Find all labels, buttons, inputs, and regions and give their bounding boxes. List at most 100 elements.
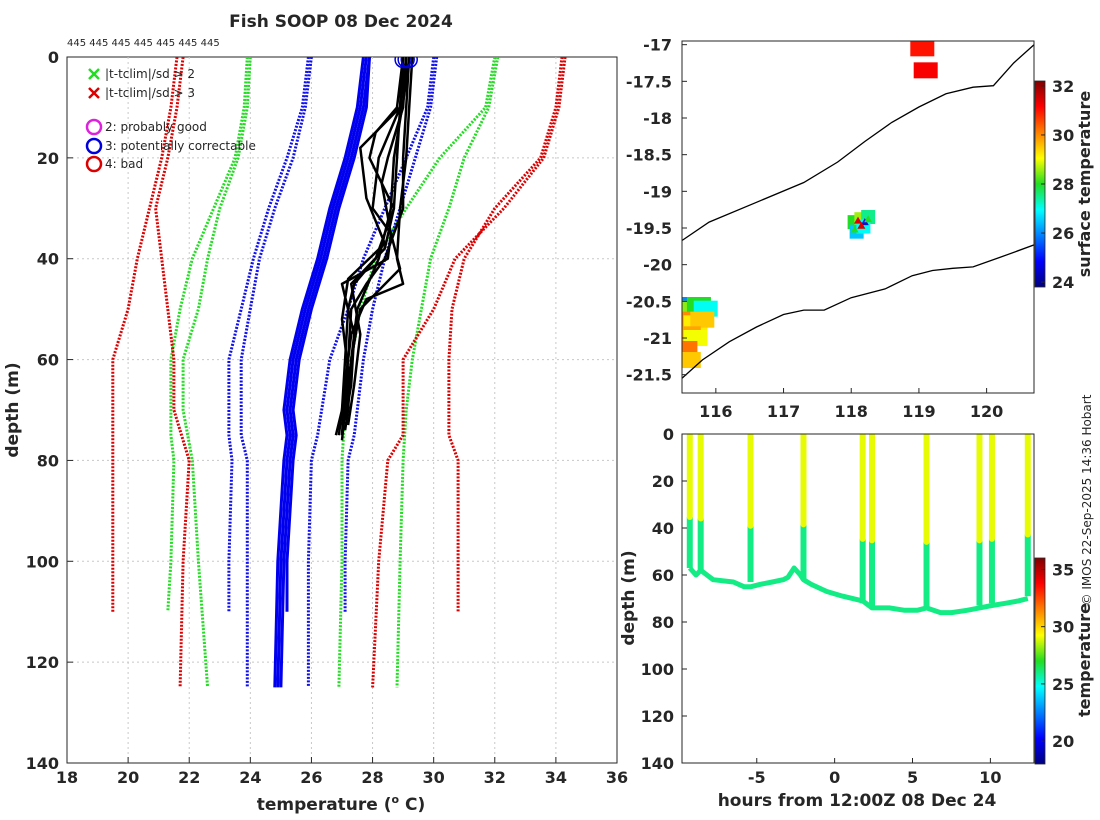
copyright-label: © IMOS 22-Sep-2025 14:36 Hobart — [1080, 394, 1094, 605]
profile-xtick-label: 22 — [178, 768, 200, 787]
legend-x-marker — [88, 68, 100, 80]
timeseries-ylabel: depth (m) — [619, 550, 639, 645]
legend-label: |t-tclim|/sd > 2 — [105, 67, 195, 81]
profile-ytick-label: 20 — [37, 149, 59, 168]
clim-mean-line — [239, 57, 313, 688]
map-xtick-label: 118 — [835, 402, 868, 421]
legend-label: 3: potentially correctable — [105, 139, 256, 153]
timeseries-frame — [681, 433, 1035, 764]
timeseries-colorbar-tick-label: 35 — [1052, 560, 1074, 579]
legend-circle-marker — [85, 137, 103, 155]
timeseries-colorbar-tick-label: 30 — [1052, 618, 1074, 637]
map-xtick-label: 117 — [767, 402, 800, 421]
timeseries-colorbar-tick-label: 20 — [1052, 732, 1074, 751]
station-marker — [857, 221, 866, 229]
station-marker — [864, 215, 873, 223]
coastline-inner — [682, 244, 1034, 379]
timeseries-ytick-label: 20 — [652, 472, 674, 491]
map-colorbar-tick-label: 26 — [1052, 224, 1074, 243]
profile-xtick-label: 30 — [423, 768, 445, 787]
profile-ylabel: depth (m) — [3, 362, 23, 457]
timeseries-ytick-label: 40 — [652, 519, 674, 538]
map-frame — [681, 40, 1035, 394]
station-marker — [854, 216, 862, 224]
legend-label: |t-tclim|/sd > 3 — [105, 86, 195, 100]
first-guess-profile — [279, 57, 371, 688]
timeseries-xlabel: hours from 12:00Z 08 Dec 24 — [718, 791, 997, 811]
timeseries-data — [686, 434, 1031, 616]
legend-x-marker — [88, 87, 100, 99]
observed-profile — [340, 57, 405, 421]
map-ytick-label: -18 — [643, 109, 672, 128]
timeseries-ytick-label: 140 — [641, 754, 674, 773]
sst-cell — [913, 62, 938, 79]
profile-ticks: 18 20 22 24 26 28 30 32 34 36 0 20 40 60 80 100 120 140 — [26, 48, 629, 787]
timeseries-colorbar-tick-label: 25 — [1052, 675, 1074, 694]
clim-sd2-line — [181, 57, 252, 688]
timeseries-colorbar-label: temperature — [1075, 603, 1094, 717]
map-xtick-label: 116 — [699, 402, 732, 421]
clim-sd3-line — [111, 57, 179, 612]
profile-xtick-label: 18 — [56, 768, 78, 787]
timeseries-ytick-label: 120 — [641, 707, 674, 726]
map-colorbar-ticks: 24 26 28 30 32 — [1041, 77, 1074, 292]
legend-label: 4: bad — [105, 157, 143, 171]
profile-grid — [67, 57, 617, 763]
map-colorbar-label: surface temperature — [1075, 91, 1094, 278]
map-colorbar-tick-label: 24 — [1052, 273, 1074, 292]
map-ytick-label: -19.5 — [626, 219, 672, 238]
profile-title: Fish SOOP 08 Dec 2024 — [229, 12, 453, 32]
profile-xtick-label: 28 — [361, 768, 383, 787]
profile-ytick-label: 60 — [37, 351, 59, 370]
sst-cell — [682, 352, 701, 368]
map-ytick-label: -21 — [643, 329, 672, 348]
map-ytick-label: -18.5 — [626, 146, 672, 165]
clim-mean-line — [343, 57, 439, 612]
profile-xtick-label: 20 — [117, 768, 139, 787]
profile-legend: |t-tclim|/sd > 2 |t-tclim|/sd > 3 2: proba… — [85, 67, 256, 173]
map-colorbar-tick-label: 28 — [1052, 175, 1074, 194]
profile-ytick-label: 80 — [37, 451, 59, 470]
map-colorbar-tick-label: 30 — [1052, 126, 1074, 145]
timeseries-ytick-label: 60 — [652, 566, 674, 585]
map-ytick-label: -20 — [643, 256, 672, 275]
profile-ytick-label: 100 — [26, 552, 59, 571]
legend-label: 2: probably good — [105, 120, 207, 134]
profile-xtick-label: 36 — [606, 768, 628, 787]
first-guess-profile — [273, 57, 365, 688]
map-xtick-label: 120 — [970, 402, 1003, 421]
clim-sd3-line — [447, 57, 564, 612]
map-colorbar-tick-label: 32 — [1052, 77, 1074, 96]
profile-panel: 18 20 22 24 26 28 30 32 34 36 0 20 40 60 80 100 120 140 F… — [3, 12, 628, 815]
clim-mean-line — [227, 57, 310, 612]
legend-circle-marker — [85, 118, 103, 136]
station-marker — [850, 225, 859, 233]
profile-xtick-label: 34 — [545, 768, 567, 787]
clim-sd3-line — [154, 57, 191, 688]
legend-circle-marker — [85, 155, 103, 173]
map-ytick-label: -17 — [643, 36, 672, 55]
clim-sd2-line — [395, 57, 500, 688]
clim-sd3-line — [371, 57, 567, 688]
clim-sd2-line — [166, 57, 249, 612]
map-ytick-label: -20.5 — [626, 292, 672, 311]
profile-ytick-label: 40 — [37, 250, 59, 269]
observed-profile — [340, 57, 408, 421]
timeseries-colorbar — [1034, 557, 1046, 765]
map-panel: 116 117 118 119 120 -17 -17.5 -18 -18.5 -19 -19.5 -… — [626, 36, 1094, 421]
map-xtick-label: 119 — [902, 402, 935, 421]
timeseries-xtick-label: 5 — [907, 768, 918, 787]
timeseries-ytick-label: 80 — [652, 613, 674, 632]
timeseries-xtick-label: -5 — [748, 768, 766, 787]
profile-ytick-label: 0 — [48, 48, 59, 67]
profile-xtick-label: 32 — [484, 768, 506, 787]
first-guess-profile — [276, 57, 368, 688]
timeseries-ytick-label: 0 — [663, 425, 674, 444]
timeseries-colorbar-ticks: 20 25 30 35 — [1041, 560, 1074, 751]
timeseries-xtick-label: 0 — [829, 768, 840, 787]
profile-ytick-label: 120 — [26, 653, 59, 672]
profile-ytick-label: 140 — [26, 754, 59, 773]
